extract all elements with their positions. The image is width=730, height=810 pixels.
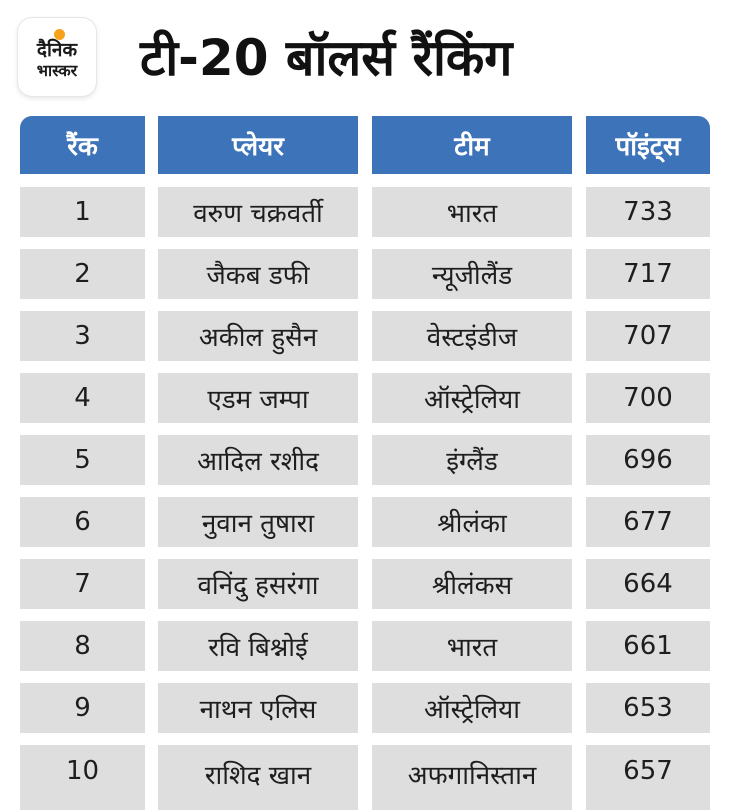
rank-cell: 7 [20,559,145,609]
header-points: पॉइंट्स [586,116,710,174]
team-cell: भारत [372,187,572,237]
player-cell: नाथन एलिस [158,683,358,733]
points-cell: 707 [586,311,710,361]
points-cell: 717 [586,249,710,299]
points-cell: 696 [586,435,710,485]
rank-cell: 4 [20,373,145,423]
player-cell: राशिद खान [158,745,358,810]
points-cell: 653 [586,683,710,733]
team-cell: इंग्लैंड [372,435,572,485]
sun-icon [54,29,65,40]
points-cell: 657 [586,745,710,810]
rank-cell: 8 [20,621,145,671]
rank-cell: 6 [20,497,145,547]
team-cell: अफगानिस्तान [372,745,572,810]
rank-cell: 3 [20,311,145,361]
player-cell: वनिंदु हसरंगा [158,559,358,609]
points-cell: 664 [586,559,710,609]
team-cell: श्रीलंका [372,497,572,547]
rank-cell: 2 [20,249,145,299]
logo-text-line1: दैनिक [36,39,78,61]
dainik-bhaskar-logo: दैनिक भास्कर [18,18,96,96]
player-cell: नुवान तुषारा [158,497,358,547]
player-cell: वरुण चक्रवर्ती [158,187,358,237]
points-cell: 661 [586,621,710,671]
team-cell: न्यूजीलैंड [372,249,572,299]
rank-cell: 1 [20,187,145,237]
points-cell: 733 [586,187,710,237]
player-cell: रवि बिश्नोई [158,621,358,671]
team-cell: वेस्टइंडीज [372,311,572,361]
team-cell: ऑस्ट्रेलिया [372,373,572,423]
header-player: प्लेयर [158,116,358,174]
team-cell: भारत [372,621,572,671]
page-title: टी-20 बॉलर्स रैंकिंग [140,29,513,87]
header-rank: रैंक [20,116,145,174]
team-cell: ऑस्ट्रेलिया [372,683,572,733]
logo-text-line2: भास्कर [36,61,78,80]
team-cell: श्रीलंकस [372,559,572,609]
player-cell: अकील हुसैन [158,311,358,361]
points-cell: 677 [586,497,710,547]
rank-cell: 9 [20,683,145,733]
rank-cell: 10 [20,745,145,810]
header-team: टीम [372,116,572,174]
rank-cell: 5 [20,435,145,485]
player-cell: आदिल रशीद [158,435,358,485]
points-cell: 700 [586,373,710,423]
player-cell: जैकब डफी [158,249,358,299]
player-cell: एडम जम्पा [158,373,358,423]
